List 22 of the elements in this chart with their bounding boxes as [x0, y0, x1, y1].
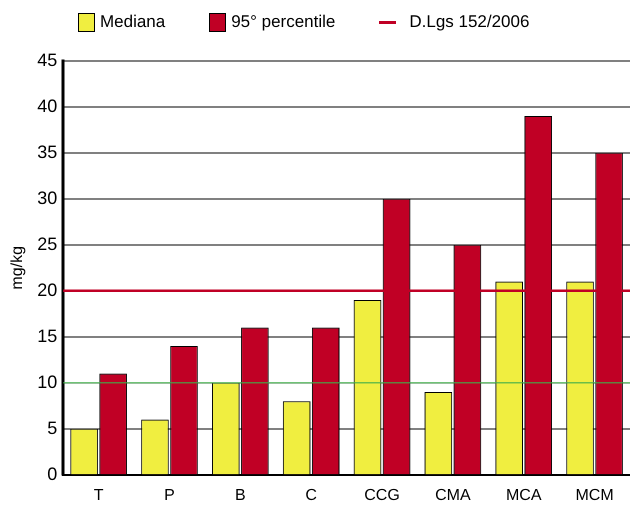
x-tick-label: T — [94, 486, 104, 504]
y-tick-label: 35 — [37, 142, 58, 162]
x-tick-label: B — [235, 486, 246, 504]
x-tick-label: MCM — [575, 486, 614, 504]
x-tick-label: CMA — [435, 486, 471, 504]
legend-label: 95° percentile — [231, 12, 336, 32]
x-tick-label: MCA — [506, 486, 542, 504]
y-tick-label: 25 — [37, 234, 58, 254]
legend-label: Mediana — [100, 12, 166, 32]
y-tick-label: 40 — [37, 96, 58, 116]
x-tick-label: C — [305, 486, 317, 504]
y-axis-title: mg/kg — [9, 246, 26, 290]
y-tick-label: 10 — [37, 372, 58, 392]
x-tick-label: CCG — [364, 486, 400, 504]
y-tick-label: 5 — [47, 418, 58, 438]
y-tick-label: 45 — [37, 50, 58, 70]
legend-label: D.Lgs 152/2006 — [409, 12, 530, 32]
y-tick-label: 20 — [37, 280, 58, 300]
y-tick-label: 0 — [47, 464, 58, 484]
x-tick-label: P — [164, 486, 175, 504]
y-tick-label: 30 — [37, 188, 58, 208]
y-tick-label: 15 — [37, 326, 58, 346]
